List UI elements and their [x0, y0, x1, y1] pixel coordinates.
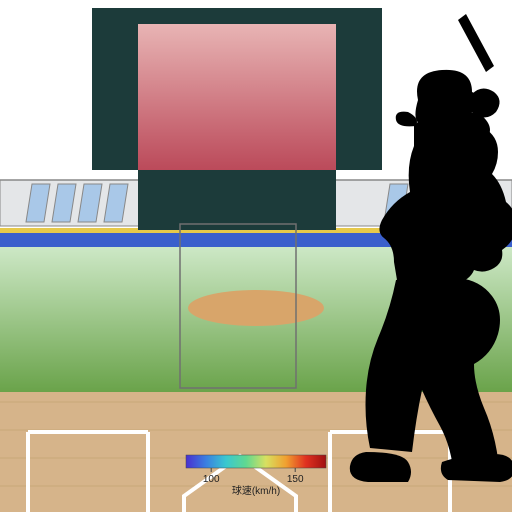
- legend-tick: 100: [203, 474, 220, 485]
- legend-tick: 150: [287, 474, 304, 485]
- pitch-location-diagram: 100 150 球速(km/h): [0, 0, 512, 512]
- velocity-legend: [186, 455, 326, 468]
- scoreboard-screen: [138, 24, 336, 170]
- scoreboard-neck: [138, 170, 336, 230]
- pitchers-mound: [188, 290, 324, 326]
- legend-label: 球速(km/h): [232, 484, 280, 497]
